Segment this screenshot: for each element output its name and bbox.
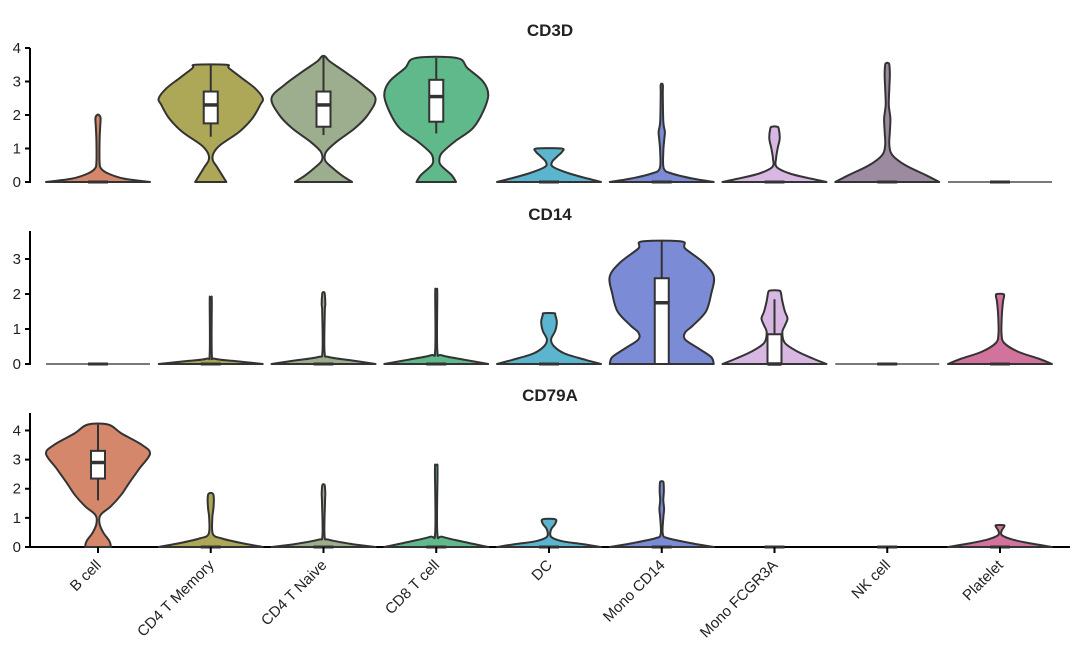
violin: [721, 125, 828, 183]
x-tick-label: DC: [528, 557, 555, 584]
box: [202, 90, 219, 125]
x-tick-label: CD8 T cell: [382, 557, 443, 618]
violin: [496, 517, 602, 548]
y-tick-label: 1: [13, 141, 21, 158]
y-tick-label: 0: [13, 356, 21, 373]
y-tick-label: 0: [13, 539, 21, 556]
violin: [157, 295, 264, 365]
x-tick-label: NK cell: [848, 557, 894, 603]
violin: [383, 463, 490, 548]
x-axis-labels: B cell CD4 T Memory CD4 T Naive CD8 T cell D…: [67, 556, 1008, 641]
panel-title: CD14: [528, 205, 572, 224]
panel-title: CD79A: [522, 386, 578, 405]
x-tick-label: CD4 T Memory: [134, 556, 218, 640]
box: [653, 277, 670, 365]
violin: [383, 287, 490, 365]
panel-cd14: CD14 0 1 2 3: [13, 205, 1053, 373]
x-tick-label: CD4 T Naive: [258, 557, 330, 629]
y-tick-label: 3: [13, 74, 21, 91]
panel-cd79a: CD79A 0 1 2 3 4: [13, 386, 1070, 556]
panel-cd3d: CD3D 0 1 2 3 4: [13, 21, 1052, 191]
box: [90, 449, 106, 480]
y-tick-label: 2: [13, 286, 21, 303]
y-tick-label: 2: [13, 107, 21, 124]
y-tick-label: 2: [13, 481, 21, 498]
violin: [947, 292, 1053, 365]
box: [315, 90, 332, 128]
y-tick-label: 1: [13, 510, 21, 527]
x-tick-label: Platelet: [959, 556, 1007, 604]
violin: [834, 61, 941, 183]
violin: [157, 491, 264, 548]
violin: [270, 483, 377, 548]
violin: [947, 523, 1053, 548]
violin: [496, 147, 602, 183]
y-tick-label: 4: [13, 40, 21, 57]
y-tick-label: 0: [13, 174, 21, 191]
y-tick-label: 1: [13, 321, 21, 338]
y-tick-label: 3: [13, 251, 21, 268]
x-tick-label: Mono CD14: [600, 557, 669, 626]
box: [766, 333, 783, 365]
violin: [608, 82, 715, 183]
violin: [608, 480, 715, 548]
violin: [496, 312, 602, 365]
y-tick-label: 4: [13, 422, 21, 439]
panel-title: CD3D: [527, 21, 573, 40]
violin: [45, 113, 151, 183]
violin: [270, 291, 377, 365]
y-tick-label: 3: [13, 452, 21, 469]
x-tick-label: Mono FCGR3A: [697, 557, 782, 642]
x-tick-label: B cell: [67, 557, 105, 595]
box: [428, 78, 445, 123]
